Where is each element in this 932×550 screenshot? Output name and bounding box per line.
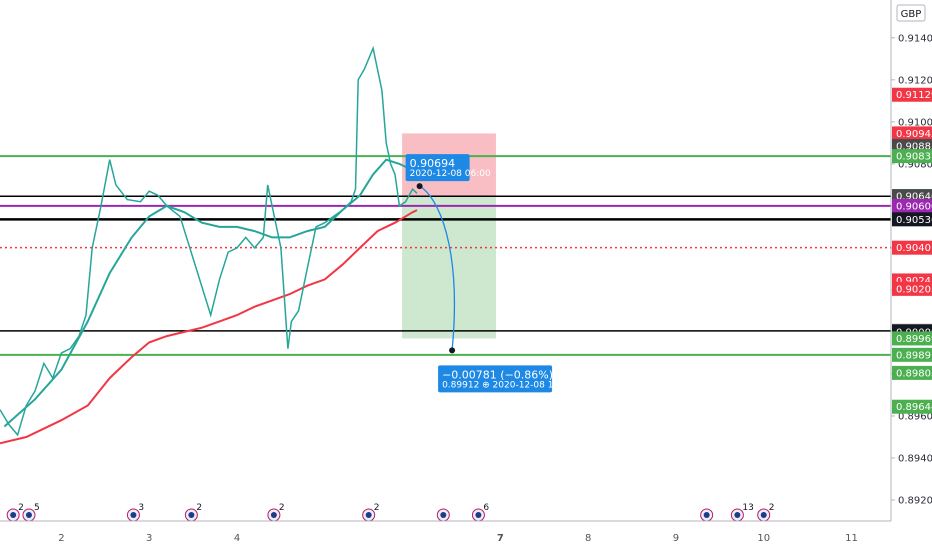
time-tick-label: 11 xyxy=(845,533,858,544)
time-tick-label: 10 xyxy=(757,533,770,544)
price-label-text: 0.89805 xyxy=(896,368,932,379)
time-tick-label: 8 xyxy=(585,533,591,544)
price-label-text: 0.89891 xyxy=(896,350,932,361)
event-flag-icon[interactable]: 2 xyxy=(757,503,775,522)
currency-badge[interactable]: GBP xyxy=(896,4,926,22)
event-flag-icon[interactable]: 2 xyxy=(184,503,202,522)
price-label[interactable]: 0.90837 xyxy=(892,149,932,164)
event-count: 2 xyxy=(18,503,24,513)
price-label-text: 0.89644 xyxy=(896,402,932,413)
price-axis[interactable]: 0.892000.894000.896000.898000.900000.902… xyxy=(890,0,932,550)
time-tick-label: 4 xyxy=(234,533,240,544)
event-count: 2 xyxy=(374,503,380,513)
event-count: 2 xyxy=(769,503,775,513)
moving-averages xyxy=(0,158,418,445)
event-count: 13 xyxy=(742,503,753,513)
price-label[interactable]: 0.90401 xyxy=(892,240,932,255)
event-flag-icon[interactable]: 5 xyxy=(22,503,40,522)
price-label[interactable]: 0.90205 xyxy=(892,281,932,296)
event-flag-icon[interactable]: 13 xyxy=(730,503,754,522)
price-label-text: 0.90401 xyxy=(896,243,932,254)
take-profit-zone[interactable] xyxy=(402,196,496,339)
forecast-start-point[interactable] xyxy=(416,183,423,190)
time-tick-label: 7 xyxy=(497,533,504,544)
price-series-line xyxy=(0,45,418,437)
price-label-text: 0.89969 xyxy=(896,334,932,345)
forecast-note-end[interactable]: −0.00781 (−0.86%) in 6h 0.89912 ⊕ 2020-1… xyxy=(438,365,584,393)
note-detail: 0.89912 ⊕ 2020-12-08 12:00 xyxy=(442,380,574,390)
price-label-text: 0.90205 xyxy=(896,284,932,295)
note-time: 2020-12-08 06:00 xyxy=(410,169,491,179)
horizontal-levels xyxy=(0,155,891,356)
event-flag-icon[interactable]: 2 xyxy=(6,503,24,522)
price-label[interactable]: 0.90536 xyxy=(892,212,932,227)
price-axis-labels: 0.911290.909450.908850.908370.9064728:42… xyxy=(892,87,932,414)
price-label-text: 0.90646 xyxy=(896,192,932,203)
time-tick-label: 9 xyxy=(673,533,679,544)
forecast-arrow[interactable] xyxy=(419,185,456,351)
fast-moving-average xyxy=(3,158,417,428)
price-label[interactable]: 0.89644 xyxy=(892,399,932,414)
time-axis-ticks: 2 3 4 7 8 9 10 11 xyxy=(58,533,858,544)
event-flag-icon[interactable] xyxy=(436,508,450,522)
currency-label: GBP xyxy=(901,9,922,20)
note-box xyxy=(438,365,553,393)
price-label[interactable]: 0.89805 xyxy=(892,365,932,380)
slow-moving-average xyxy=(0,209,418,445)
event-flag-icon[interactable]: 6 xyxy=(471,503,489,522)
time-axis-background xyxy=(0,521,891,550)
event-count: 6 xyxy=(483,503,489,513)
price-label[interactable]: 0.91129 xyxy=(892,87,932,102)
forecast xyxy=(416,183,456,354)
price-label[interactable]: 0.89891 xyxy=(892,347,932,362)
event-count: 3 xyxy=(138,503,144,513)
price-label[interactable]: 0.90945 xyxy=(892,126,932,141)
price-label-text: 0.90536 xyxy=(896,215,932,226)
note-price: 0.90694 xyxy=(410,157,456,170)
currency-box xyxy=(896,4,926,22)
note-box xyxy=(405,154,470,182)
event-flag-icon[interactable]: 3 xyxy=(126,503,144,522)
note-change: −0.00781 (−0.86%) in 6h xyxy=(442,368,584,381)
price-label-text: 0.91129 xyxy=(896,90,932,101)
forecast-end-point[interactable] xyxy=(449,347,456,354)
event-count: 2 xyxy=(279,503,285,513)
price-label-text: 0.90837 xyxy=(896,152,932,163)
event-count: 2 xyxy=(196,503,202,513)
price-label-text: 0.90245 xyxy=(896,276,932,287)
forecast-note-start[interactable]: 0.90694 2020-12-08 06:00 xyxy=(405,154,491,182)
event-flag-icon[interactable]: 2 xyxy=(267,503,285,522)
event-flag-icon[interactable]: 2 xyxy=(362,503,380,522)
time-tick-label: 2 xyxy=(58,533,64,544)
economic-events-row: 2 5 3 2 2 2 6 13 2 xyxy=(6,503,775,522)
price-label-text: 0.90885 xyxy=(896,142,932,153)
time-tick-label: 3 xyxy=(146,533,152,544)
event-count: 5 xyxy=(34,503,40,513)
price-label[interactable]: 0.89969 xyxy=(892,331,932,346)
price-label-text: 0.90945 xyxy=(896,129,932,140)
time-axis[interactable]: 2 3 4 7 8 9 10 11 xyxy=(0,520,891,550)
event-flag-icon[interactable] xyxy=(700,508,714,522)
